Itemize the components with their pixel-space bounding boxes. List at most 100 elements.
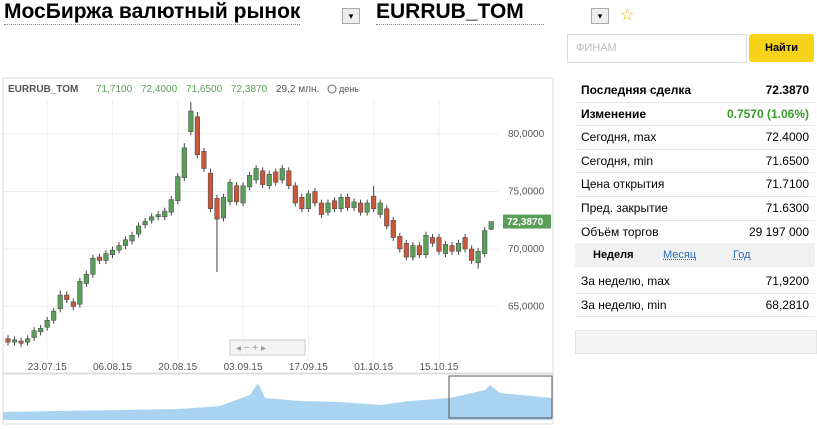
x-tick-label: 01.10.15: [354, 362, 393, 373]
candle-body: [18, 340, 24, 344]
cell-value: 72.4000: [765, 130, 809, 145]
quote-table: Последняя сделка 72.3870 Изменение 0.7570 (…: [575, 79, 815, 245]
table-row: Пред. закрытие 71.6300: [575, 197, 815, 221]
candle-body: [38, 328, 44, 333]
candle-body: [83, 274, 89, 284]
table-row: Цена открытия 71.7100: [575, 173, 815, 197]
x-tick-label: 17.09.15: [289, 362, 328, 373]
candle-body: [155, 214, 161, 218]
candle-body: [475, 251, 481, 264]
candle-body: [201, 151, 207, 169]
candle-body: [64, 294, 70, 300]
svg-text:◂ − + ▸: ◂ − + ▸: [236, 343, 266, 354]
cell-label: Пред. закрытие: [581, 200, 668, 215]
candle-body: [286, 170, 292, 187]
candle-body: [5, 338, 11, 343]
cell-label: Последняя сделка: [581, 83, 692, 97]
cell-label: За неделю, max: [581, 274, 670, 288]
candle-body: [70, 301, 76, 307]
table-row: Изменение 0.7570 (1.06%): [575, 103, 815, 127]
x-tick-label: 23.07.15: [28, 362, 67, 373]
cell-value: 68,2810: [765, 297, 809, 312]
tabs: Неделя Месяц Год: [575, 243, 815, 267]
candle-body: [168, 199, 174, 213]
table-row: Сегодня, max 72.4000: [575, 126, 815, 150]
volume: 29,2 млн.: [276, 84, 319, 95]
tab[interactable]: Год: [733, 249, 751, 261]
cell-value: 71.6500: [765, 153, 809, 168]
candle-body: [103, 253, 109, 261]
candle-body: [220, 197, 227, 219]
candle-body: [429, 237, 435, 244]
period: день: [339, 84, 359, 94]
y-tick-label: 65,0000: [508, 302, 545, 313]
candle-body: [136, 225, 142, 235]
candle-body: [253, 168, 259, 181]
y-tick-label: 75,0000: [508, 187, 545, 198]
dropdown[interactable]: ▾: [342, 8, 360, 24]
favorite-star[interactable]: ☆: [620, 7, 635, 24]
candle-body: [442, 244, 449, 254]
tab[interactable]: Месяц: [663, 249, 697, 261]
navigator-window[interactable]: [448, 375, 553, 419]
cell-value: 0.7570 (1.06%): [726, 106, 809, 121]
candle-body: [31, 330, 37, 338]
candle-body: [364, 202, 370, 213]
cell-label: Объём торгов: [581, 224, 659, 239]
cell-value: 71.7100: [765, 177, 809, 192]
candle-body: [96, 256, 102, 261]
navigator-area: [3, 383, 552, 420]
ohlc-close: 72,3870: [231, 84, 268, 95]
candle-body: [456, 243, 462, 252]
candle-body: [240, 185, 246, 204]
candle-body: [247, 175, 253, 188]
candle-body: [384, 208, 390, 227]
candle-body: [11, 339, 18, 343]
ohlc-high: 72,4000: [141, 84, 178, 95]
candle-body: [403, 243, 409, 258]
candle-body: [482, 230, 488, 254]
candle-body: [90, 257, 96, 275]
candle-body: [122, 239, 129, 246]
dropdown[interactable]: ▾: [591, 8, 609, 24]
cell-label: Сегодня, min: [581, 153, 653, 168]
y-tick-label: 70,0000: [508, 244, 545, 255]
ohlc-open: 71,7100: [96, 84, 133, 95]
week-table: За неделю, max 71,9200 За неделю, min 68,28…: [575, 270, 815, 318]
candle-body: [462, 237, 468, 250]
candle-body: [116, 245, 122, 251]
table-row: Сегодня, min 71.6500: [575, 150, 815, 174]
last-price-box: [503, 214, 551, 229]
tab[interactable]: Неделя: [593, 249, 634, 261]
candle-body: [371, 195, 377, 210]
candle-body: [207, 172, 213, 210]
candle-body: [390, 220, 396, 238]
candle-body: [57, 294, 63, 310]
search-input[interactable]: ФИНАМ: [567, 34, 747, 63]
ticker-title[interactable]: EURRUB_TOM: [376, 0, 544, 25]
candle-body: [338, 197, 344, 209]
candle-body: [423, 234, 429, 255]
candle-body: [194, 116, 200, 155]
candle-body: [312, 191, 318, 204]
zoom-control[interactable]: ◂ − + ▸: [229, 339, 306, 356]
table-row: За неделю, min 68,2810: [575, 294, 815, 318]
candle-body: [410, 245, 416, 258]
chart-ticker: EURRUB_TOM: [8, 84, 78, 95]
candle-body: [345, 197, 351, 208]
x-tick-label: 06.08.15: [93, 362, 132, 373]
candle-body: [109, 249, 116, 255]
clock-icon: [327, 84, 337, 94]
candle-body: [488, 221, 494, 230]
candle-body: [266, 174, 272, 186]
chart-frame: [2, 77, 554, 374]
candle-body: [227, 182, 233, 203]
candle-body: [175, 176, 181, 201]
candle-body: [188, 110, 194, 132]
candle-body: [25, 338, 31, 343]
cell-label: Изменение: [581, 106, 647, 121]
search-button[interactable]: Найти: [749, 34, 814, 62]
candle-body: [162, 210, 168, 218]
x-tick-label: 03.09.15: [224, 362, 263, 373]
market-title[interactable]: МосБиржа валютный рынок: [4, 0, 301, 25]
